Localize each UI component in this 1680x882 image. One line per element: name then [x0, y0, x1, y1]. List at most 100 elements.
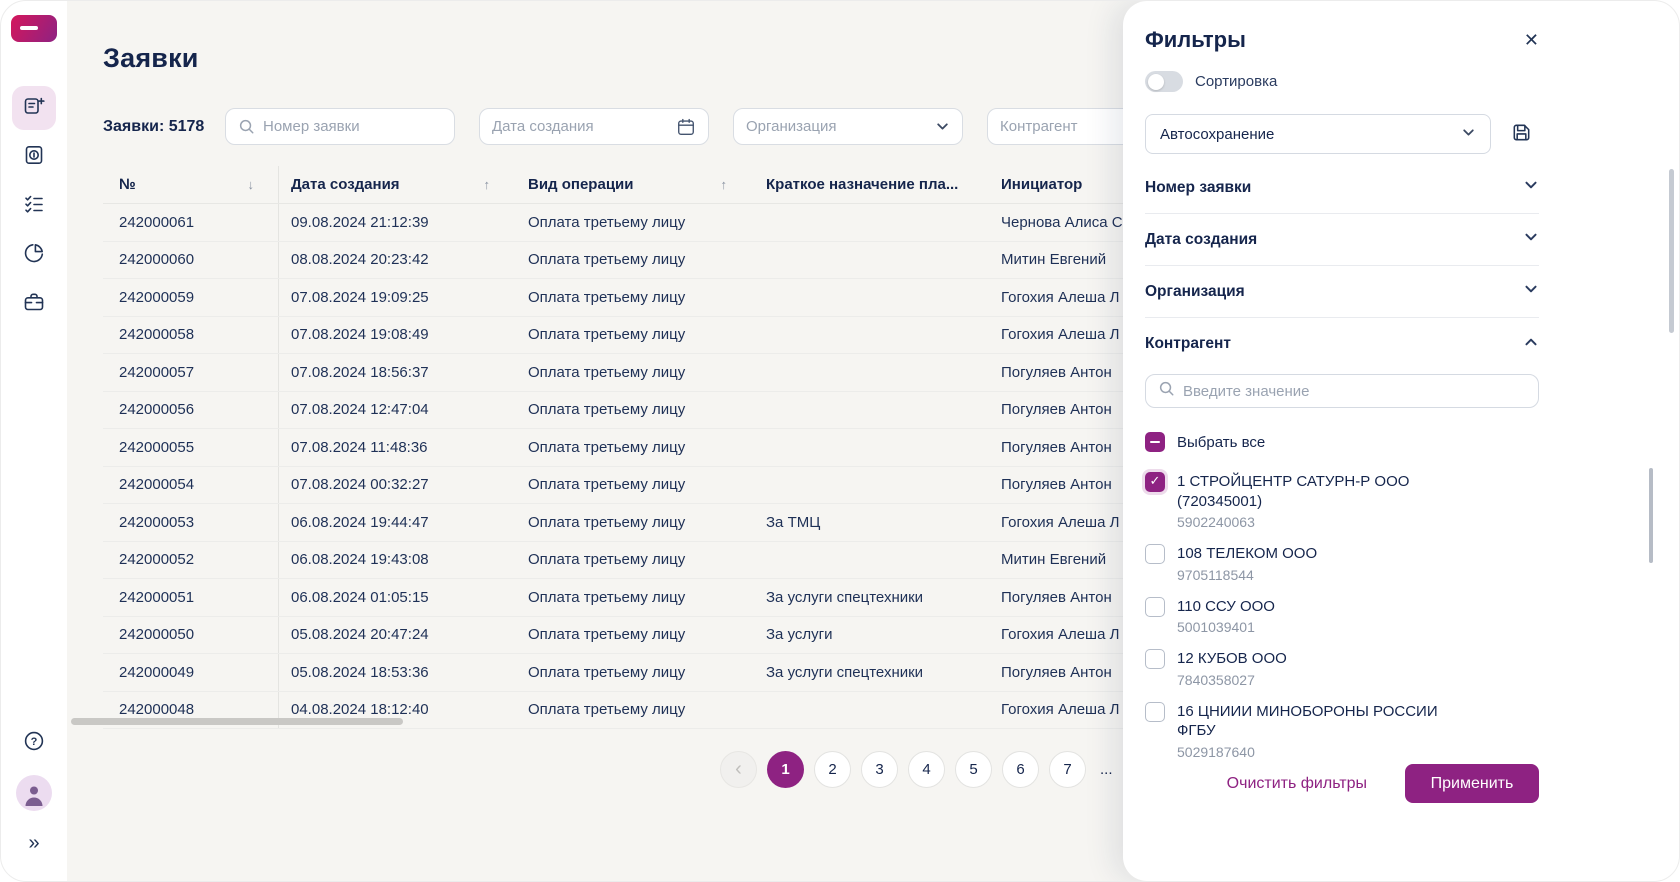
checkbox[interactable]: [1145, 649, 1165, 669]
page-button[interactable]: 3: [861, 751, 898, 788]
horizontal-scrollbar[interactable]: [71, 718, 403, 725]
cell-number: 242000057: [103, 354, 279, 391]
sort-icon[interactable]: ↑: [483, 177, 491, 192]
contragent-option[interactable]: 108 ТЕЛЕКОМ ООО 9705118544: [1145, 544, 1539, 583]
cell-purpose: [751, 392, 986, 429]
table-row[interactable]: 242000054 07.08.2024 00:32:27 Оплата тре…: [103, 466, 1679, 504]
cell-purpose: [751, 692, 986, 729]
request-number-filter: [225, 108, 455, 145]
option-text: 110 ССУ ООО 5001039401: [1177, 597, 1275, 636]
cell-created: 07.08.2024 12:47:04: [291, 401, 429, 419]
table-row[interactable]: 242000048 04.08.2024 18:12:40 Оплата тре…: [103, 691, 1679, 729]
checkbox[interactable]: [1145, 472, 1165, 492]
page-button[interactable]: 5: [955, 751, 992, 788]
table-row[interactable]: 242000060 08.08.2024 20:23:42 Оплата тре…: [103, 241, 1679, 279]
table-row[interactable]: 242000053 06.08.2024 19:44:47 Оплата тре…: [103, 504, 1679, 542]
sidebar-item-requests[interactable]: [12, 86, 56, 130]
contragent-placeholder: Контрагент: [1000, 118, 1078, 135]
prev-page-button[interactable]: ‹: [720, 751, 757, 788]
filter-section-request-number[interactable]: Номер заявки: [1145, 162, 1539, 214]
page-button[interactable]: 4: [908, 751, 945, 788]
filter-section-organization[interactable]: Организация: [1145, 266, 1539, 318]
sidebar-expand-button[interactable]: »: [12, 821, 56, 865]
page-button[interactable]: 1: [767, 751, 804, 788]
cell-purpose: [751, 354, 986, 391]
table-row[interactable]: 242000057 07.08.2024 18:56:37 Оплата тре…: [103, 354, 1679, 392]
select-all-row[interactable]: Выбрать все: [1145, 432, 1539, 452]
cell-number: 242000058: [103, 316, 279, 353]
sidebar-item-payments[interactable]: [12, 135, 56, 179]
table-row[interactable]: 242000049 05.08.2024 18:53:36 Оплата тре…: [103, 654, 1679, 692]
checkbox[interactable]: [1145, 596, 1165, 617]
chevron-down-icon: [935, 119, 950, 134]
table-row[interactable]: 242000052 06.08.2024 19:43:08 Оплата тре…: [103, 541, 1679, 579]
column-header[interactable]: Краткое назначение пла...: [751, 166, 986, 203]
column-label: Краткое назначение пла...: [766, 176, 959, 193]
option-inn: 9705118544: [1177, 566, 1254, 583]
table-row[interactable]: 242000051 06.08.2024 01:05:15 Оплата тре…: [103, 579, 1679, 617]
filter-section-contragent[interactable]: Контрагент: [1145, 318, 1539, 370]
cell-created: 07.08.2024 19:09:25: [291, 288, 429, 306]
cell-created: 06.08.2024 01:05:15: [291, 588, 429, 606]
sort-icon[interactable]: ↓: [247, 177, 255, 192]
checkbox[interactable]: [1145, 544, 1165, 564]
sidebar-item-products[interactable]: [12, 282, 56, 326]
help-button[interactable]: ?: [12, 721, 56, 765]
contragent-option[interactable]: 12 КУБОВ ООО 7840358027: [1145, 649, 1539, 688]
sidebar: ? »: [1, 1, 67, 881]
column-header[interactable]: Вид операции ↑: [514, 166, 751, 203]
contragent-option[interactable]: 110 ССУ ООО 5001039401: [1145, 596, 1539, 636]
contragent-search-input[interactable]: [1183, 382, 1526, 400]
column-header[interactable]: Дата создания ↑: [279, 166, 514, 203]
cell-created: 07.08.2024 11:48:36: [291, 438, 428, 456]
table-row[interactable]: 242000058 07.08.2024 19:08:49 Оплата тре…: [103, 316, 1679, 354]
cell-number: 242000048: [103, 691, 279, 728]
creation-date-filter[interactable]: Дата создания: [479, 108, 709, 145]
column-header[interactable]: Инициатор: [986, 166, 1679, 203]
cell-purpose: [751, 279, 986, 316]
sort-icon[interactable]: ↑: [720, 177, 728, 192]
clear-filters-button[interactable]: Очистить фильтры: [1226, 774, 1367, 792]
sidebar-item-tasks[interactable]: [12, 184, 56, 228]
panel-scrollbar[interactable]: [1669, 169, 1674, 333]
contragent-option[interactable]: 1 СТРОЙЦЕНТР САТУРН-Р ООО (720345001) 59…: [1145, 472, 1539, 530]
table-row[interactable]: 242000050 05.08.2024 20:47:24 Оплата тре…: [103, 616, 1679, 654]
sidebar-bottom: ? »: [12, 721, 56, 881]
option-label: 1 СТРОЙЦЕНТР САТУРН-Р ООО (720345001): [1177, 473, 1410, 510]
page-buttons: 1 2 3 4 5 6 7: [767, 751, 1086, 788]
cell-number: 242000059: [103, 279, 279, 316]
sorting-toggle[interactable]: [1145, 71, 1183, 92]
select-all-checkbox[interactable]: [1145, 432, 1165, 452]
save-filter-button[interactable]: [1503, 116, 1539, 152]
cell-number: 242000053: [103, 504, 279, 541]
app-logo[interactable]: [11, 15, 57, 42]
checkbox[interactable]: [1145, 701, 1165, 722]
cell-operation: Оплата третьему лицу: [528, 326, 686, 344]
column-header[interactable]: № ↓: [103, 166, 279, 203]
page-button[interactable]: 6: [1002, 751, 1039, 788]
cell-initiator: Погуляев Антон: [1001, 363, 1112, 381]
apply-button[interactable]: Применить: [1405, 764, 1539, 803]
svg-text:?: ?: [31, 735, 38, 747]
autosave-select[interactable]: Автосохранение: [1145, 114, 1491, 154]
cell-purpose: [751, 429, 986, 466]
options-scrollbar[interactable]: [1649, 468, 1653, 563]
option-text: 1 СТРОЙЦЕНТР САТУРН-Р ООО (720345001) 59…: [1177, 472, 1477, 530]
table-row[interactable]: 242000056 07.08.2024 12:47:04 Оплата тре…: [103, 391, 1679, 429]
page-button[interactable]: 2: [814, 751, 851, 788]
table-row[interactable]: 242000061 09.08.2024 21:12:39 Оплата тре…: [103, 204, 1679, 242]
calendar-icon[interactable]: [676, 117, 696, 137]
cell-initiator: Чернова Алиса С: [1001, 213, 1123, 231]
close-icon[interactable]: ✕: [1523, 29, 1539, 50]
avatar[interactable]: [16, 775, 52, 811]
request-number-input[interactable]: [263, 118, 442, 135]
contragent-option[interactable]: 16 ЦНИИИ МИНОБОРОНЫ РОССИИ ФГБУ 50291876…: [1145, 701, 1539, 760]
sidebar-item-reports[interactable]: [12, 233, 56, 277]
table-row[interactable]: 242000059 07.08.2024 19:09:25 Оплата тре…: [103, 279, 1679, 317]
filter-section-creation-date[interactable]: Дата создания: [1145, 214, 1539, 266]
table-row[interactable]: 242000055 07.08.2024 11:48:36 Оплата тре…: [103, 429, 1679, 467]
cell-created: 09.08.2024 21:12:39: [291, 213, 429, 231]
autosave-row: Автосохранение: [1145, 114, 1539, 154]
page-button[interactable]: 7: [1049, 751, 1086, 788]
organization-filter[interactable]: Организация: [733, 108, 963, 145]
